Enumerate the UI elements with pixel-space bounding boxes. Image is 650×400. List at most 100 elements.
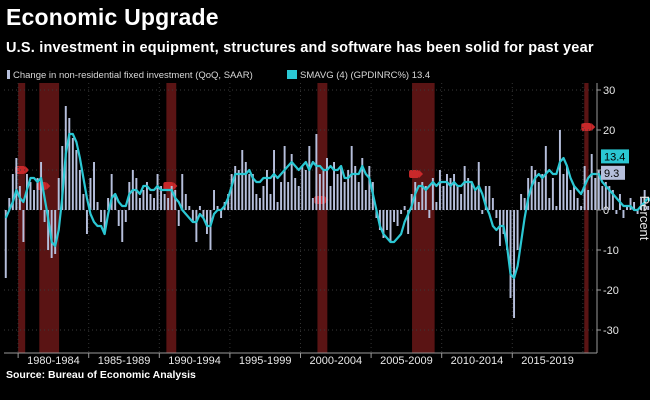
x-tick-label: 2010-2014	[451, 355, 504, 367]
bar	[276, 202, 279, 210]
y-tick-label: -30	[603, 325, 619, 337]
bar	[237, 170, 240, 210]
last-value-bar-badge: 9.3	[601, 165, 625, 180]
bar	[417, 202, 420, 210]
bar	[453, 174, 456, 210]
bar	[357, 182, 360, 210]
bar	[265, 170, 268, 210]
bar	[244, 162, 247, 210]
bar	[255, 194, 258, 210]
bar	[368, 166, 371, 210]
bar	[170, 186, 173, 210]
y-tick-label: 20	[603, 125, 615, 137]
bar	[121, 210, 124, 242]
bar	[460, 194, 463, 210]
bar	[85, 210, 88, 234]
smavg-series	[4, 132, 650, 280]
bar	[576, 198, 579, 210]
chart-legend: Change in non-residential fixed investme…	[7, 70, 430, 81]
x-tick-label: 2015-2019	[521, 355, 574, 367]
bar	[163, 194, 166, 210]
bar	[248, 174, 251, 210]
bar	[523, 198, 526, 210]
bar	[382, 210, 385, 238]
legend-label-line: SMAVG (4) (GPDINRC%) 13.4	[300, 70, 430, 81]
bar	[68, 118, 71, 210]
bar	[227, 194, 230, 210]
bar	[400, 210, 403, 214]
last-value-bar: 9.3	[604, 168, 619, 180]
bar	[294, 178, 297, 210]
bar	[502, 210, 505, 234]
bar	[43, 210, 46, 222]
bar	[107, 198, 110, 210]
bar	[54, 210, 57, 254]
bar	[431, 178, 434, 210]
x-tick-label: 1990-1994	[168, 355, 221, 367]
bar	[474, 190, 477, 210]
bar	[177, 210, 180, 226]
bar	[93, 162, 95, 210]
source-note: Source: Bureau of Economic Analysis	[6, 369, 196, 381]
bar	[318, 174, 321, 210]
bar	[495, 210, 498, 218]
bar	[498, 210, 501, 246]
bar	[566, 166, 568, 210]
bar	[509, 210, 512, 298]
bar	[580, 206, 583, 210]
bar	[209, 210, 212, 250]
bar	[629, 198, 632, 210]
bar	[435, 202, 438, 210]
bar	[241, 150, 244, 210]
bar	[594, 178, 597, 210]
bar	[403, 206, 406, 210]
bar	[117, 210, 120, 226]
bar	[340, 166, 343, 210]
bar	[135, 178, 138, 210]
bar	[516, 210, 519, 250]
bar	[191, 210, 194, 222]
smavg-line	[4, 132, 650, 280]
bar	[269, 194, 272, 210]
bar	[622, 210, 625, 218]
bar	[544, 146, 547, 210]
bar-series	[4, 106, 650, 318]
bar	[149, 194, 152, 210]
bar	[527, 178, 530, 210]
bar	[608, 186, 611, 210]
recession-bands	[15, 83, 596, 353]
bar	[290, 154, 293, 210]
bar	[184, 194, 187, 210]
bar	[297, 186, 300, 210]
y-axis-label: Percent	[637, 196, 650, 241]
legend-swatch-bar	[7, 70, 10, 79]
bar	[262, 186, 265, 210]
bar	[354, 166, 357, 210]
x-tick-label: 1995-1999	[239, 355, 292, 367]
bar	[96, 202, 99, 210]
bar	[347, 170, 350, 210]
bar	[82, 194, 85, 210]
bar	[597, 170, 600, 210]
bar	[633, 202, 636, 210]
y-tick-label: -10	[603, 245, 619, 257]
bar	[251, 174, 254, 210]
bar	[636, 210, 639, 214]
bar	[333, 162, 336, 210]
bar	[456, 186, 459, 210]
recession-band	[412, 83, 435, 353]
bar	[100, 210, 103, 222]
bar	[463, 166, 466, 210]
bar	[555, 206, 558, 210]
recession-band	[18, 83, 26, 353]
bar	[216, 206, 219, 210]
bar	[40, 162, 43, 210]
bar	[442, 186, 445, 210]
bar	[410, 194, 413, 210]
bar	[601, 186, 604, 210]
bar	[604, 182, 607, 210]
bar	[329, 186, 332, 210]
bar	[311, 198, 314, 210]
y-tick-label: 30	[603, 85, 615, 97]
bar	[75, 150, 78, 210]
